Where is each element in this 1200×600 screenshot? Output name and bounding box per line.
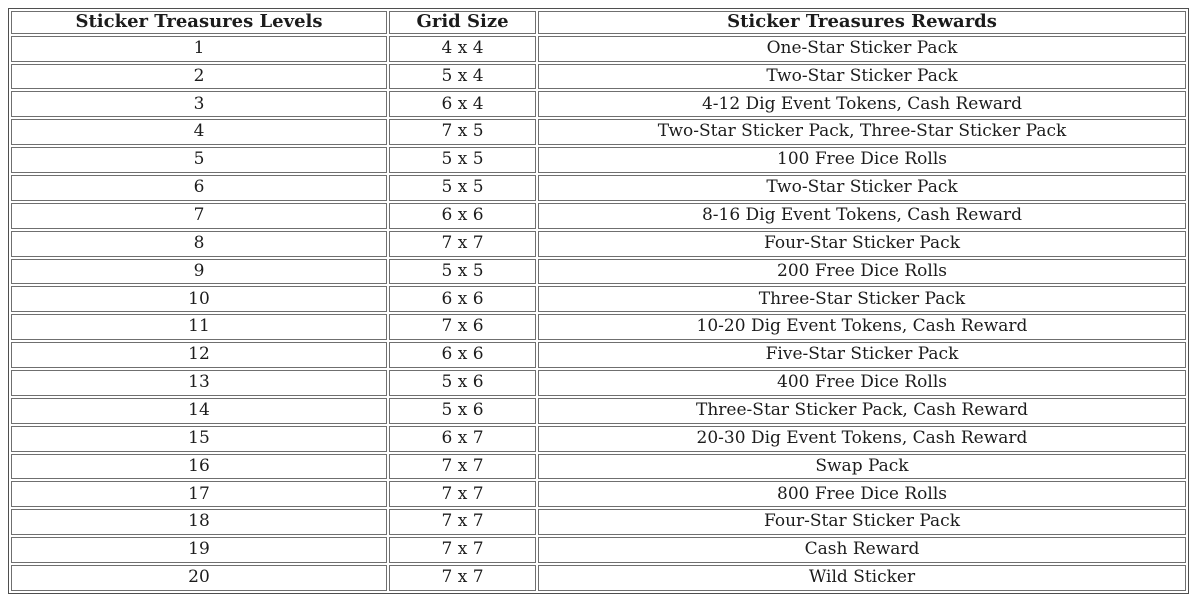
reward-cell: Two-Star Sticker Pack, Three-Star Sticke… <box>538 119 1186 146</box>
reward-cell: 10-20 Dig Event Tokens, Cash Reward <box>538 314 1186 341</box>
level-cell: 12 <box>11 342 387 368</box>
table-row: 19 7 x 7 Cash Reward <box>11 537 1186 564</box>
table-row: 13 5 x 6 400 Free Dice Rolls <box>11 370 1186 396</box>
reward-cell: Three-Star Sticker Pack, Cash Reward <box>538 397 1186 424</box>
grid-size-cell: 7 x 7 <box>389 537 536 564</box>
grid-size-cell: 5 x 5 <box>389 258 536 285</box>
level-cell: 11 <box>11 314 387 341</box>
grid-size-cell: 6 x 4 <box>389 91 536 118</box>
column-header-rewards: Sticker Treasures Rewards <box>538 11 1186 34</box>
grid-size-cell: 6 x 6 <box>389 342 536 368</box>
level-cell: 13 <box>11 370 387 396</box>
level-cell: 6 <box>11 174 387 201</box>
table-row: 11 7 x 6 10-20 Dig Event Tokens, Cash Rewa… <box>11 314 1186 341</box>
reward-cell: Cash Reward <box>538 537 1186 564</box>
grid-size-cell: 5 x 6 <box>389 397 536 424</box>
grid-size-cell: 7 x 5 <box>389 119 536 146</box>
table-row: 20 7 x 7 Wild Sticker <box>11 565 1186 591</box>
grid-size-cell: 6 x 6 <box>389 286 536 313</box>
level-cell: 9 <box>11 258 387 285</box>
reward-cell: 4-12 Dig Event Tokens, Cash Reward <box>538 91 1186 118</box>
grid-size-cell: 6 x 6 <box>389 202 536 229</box>
reward-cell: Five-Star Sticker Pack <box>538 342 1186 368</box>
level-cell: 1 <box>11 35 387 62</box>
level-cell: 18 <box>11 509 387 536</box>
reward-cell: Two-Star Sticker Pack <box>538 63 1186 90</box>
grid-size-cell: 7 x 6 <box>389 314 536 341</box>
level-cell: 17 <box>11 481 387 508</box>
table-row: 15 6 x 7 20-30 Dig Event Tokens, Cash Rewa… <box>11 425 1186 452</box>
grid-size-cell: 5 x 6 <box>389 370 536 396</box>
table-row: 12 6 x 6 Five-Star Sticker Pack <box>11 342 1186 368</box>
grid-size-cell: 5 x 4 <box>389 63 536 90</box>
reward-cell: Four-Star Sticker Pack <box>538 509 1186 536</box>
sticker-treasures-table: Sticker Treasures Levels Grid Size Stick… <box>8 8 1189 594</box>
table-row: 17 7 x 7 800 Free Dice Rolls <box>11 481 1186 508</box>
level-cell: 5 <box>11 147 387 173</box>
level-cell: 8 <box>11 230 387 257</box>
table-row: 16 7 x 7 Swap Pack <box>11 453 1186 480</box>
reward-cell: One-Star Sticker Pack <box>538 35 1186 62</box>
level-cell: 19 <box>11 537 387 564</box>
table-row: 18 7 x 7 Four-Star Sticker Pack <box>11 509 1186 536</box>
level-cell: 16 <box>11 453 387 480</box>
reward-cell: Four-Star Sticker Pack <box>538 230 1186 257</box>
grid-size-cell: 5 x 5 <box>389 174 536 201</box>
column-header-levels: Sticker Treasures Levels <box>11 11 387 34</box>
reward-cell: Swap Pack <box>538 453 1186 480</box>
grid-size-cell: 5 x 5 <box>389 147 536 173</box>
reward-cell: 20-30 Dig Event Tokens, Cash Reward <box>538 425 1186 452</box>
reward-cell: Wild Sticker <box>538 565 1186 591</box>
level-cell: 10 <box>11 286 387 313</box>
level-cell: 7 <box>11 202 387 229</box>
level-cell: 20 <box>11 565 387 591</box>
grid-size-cell: 7 x 7 <box>389 565 536 591</box>
grid-size-cell: 7 x 7 <box>389 230 536 257</box>
grid-size-cell: 6 x 7 <box>389 425 536 452</box>
table-row: 10 6 x 6 Three-Star Sticker Pack <box>11 286 1186 313</box>
reward-cell: 800 Free Dice Rolls <box>538 481 1186 508</box>
sticker-treasures-table-container: Sticker Treasures Levels Grid Size Stick… <box>8 8 1189 594</box>
table-row: 14 5 x 6 Three-Star Sticker Pack, Cash Rew… <box>11 397 1186 424</box>
reward-cell: 400 Free Dice Rolls <box>538 370 1186 396</box>
reward-cell: Three-Star Sticker Pack <box>538 286 1186 313</box>
level-cell: 2 <box>11 63 387 90</box>
column-header-grid-size: Grid Size <box>389 11 536 34</box>
grid-size-cell: 4 x 4 <box>389 35 536 62</box>
level-cell: 4 <box>11 119 387 146</box>
level-cell: 14 <box>11 397 387 424</box>
grid-size-cell: 7 x 7 <box>389 481 536 508</box>
level-cell: 3 <box>11 91 387 118</box>
grid-size-cell: 7 x 7 <box>389 509 536 536</box>
reward-cell: 8-16 Dig Event Tokens, Cash Reward <box>538 202 1186 229</box>
reward-cell: 100 Free Dice Rolls <box>538 147 1186 173</box>
reward-cell: Two-Star Sticker Pack <box>538 174 1186 201</box>
grid-size-cell: 7 x 7 <box>389 453 536 480</box>
reward-cell: 200 Free Dice Rolls <box>538 258 1186 285</box>
table-header-row: Sticker Treasures Levels Grid Size Stick… <box>11 11 1186 34</box>
level-cell: 15 <box>11 425 387 452</box>
